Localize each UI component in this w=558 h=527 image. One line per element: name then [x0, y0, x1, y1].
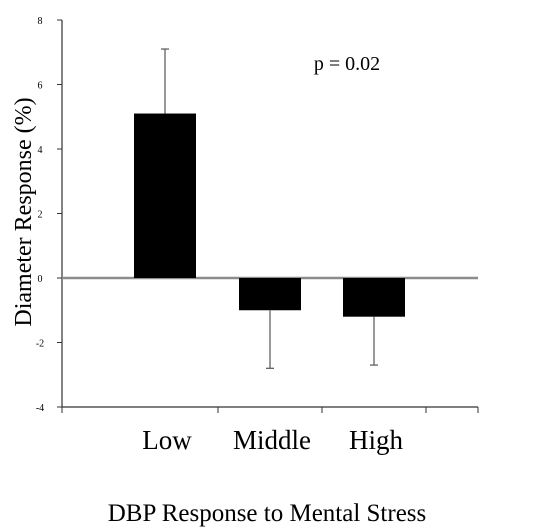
- bar-low: [134, 113, 196, 279]
- bar-high: [343, 278, 405, 317]
- y-tick-label: 0: [38, 274, 43, 285]
- axes: [57, 19, 479, 413]
- category-label-high: High: [349, 425, 404, 455]
- category-label-middle: Middle: [233, 425, 311, 455]
- x-axis-title: DBP Response to Mental Stress: [108, 500, 427, 527]
- error-bars: [161, 48, 378, 369]
- labels: 8 6 4 2 0 -2 -4 Low Middle High: [36, 16, 404, 455]
- y-tick-label: 4: [38, 145, 43, 156]
- y-tick-label: -2: [36, 339, 44, 350]
- y-tick-label: 6: [38, 81, 43, 92]
- y-tick-label: 2: [38, 210, 43, 221]
- y-tick-label: 8: [38, 16, 43, 27]
- y-tick-label: -4: [36, 403, 44, 414]
- y-axis-title: Diameter Response (%): [11, 97, 37, 326]
- bar-middle: [239, 278, 301, 311]
- category-label-low: Low: [142, 425, 192, 455]
- p-value-annotation: p = 0.02: [314, 53, 380, 75]
- bars: [134, 113, 405, 317]
